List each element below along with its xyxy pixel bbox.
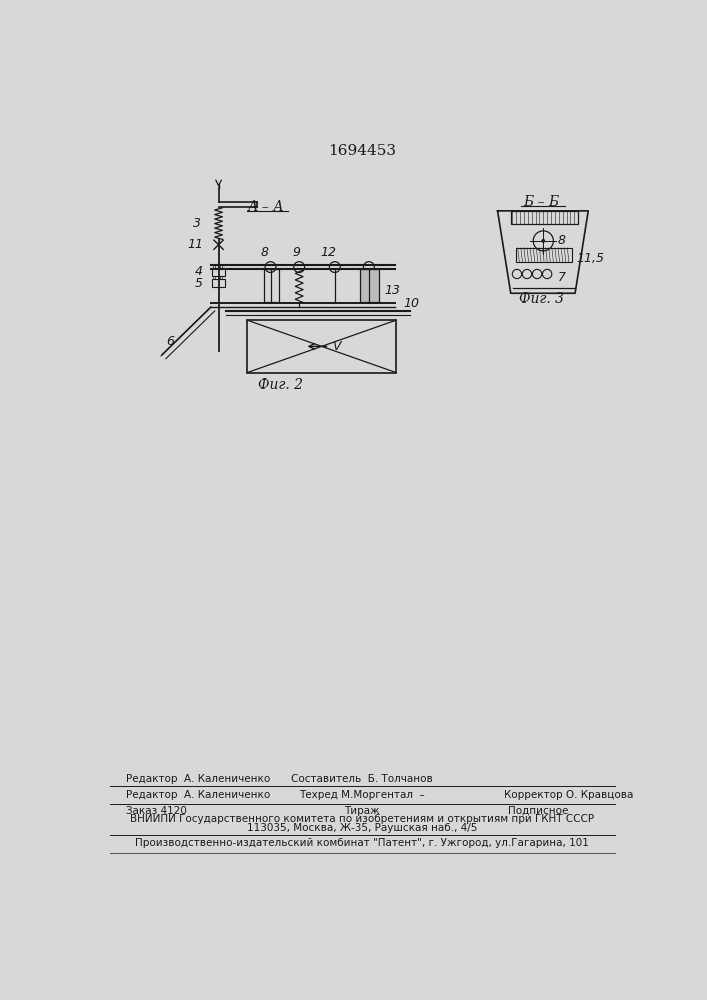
Bar — [247, 320, 396, 373]
Bar — [212, 268, 225, 276]
Text: Фиг. 3: Фиг. 3 — [519, 292, 564, 306]
Text: 8: 8 — [261, 246, 269, 259]
Text: V: V — [332, 340, 340, 353]
Text: 9: 9 — [292, 246, 300, 259]
Text: 3: 3 — [193, 217, 201, 230]
Text: 11: 11 — [187, 238, 204, 251]
Text: 12: 12 — [321, 246, 337, 259]
Text: 4: 4 — [195, 265, 203, 278]
Text: Производственно-издательский комбинат "Патент", г. Ужгород, ул.Гагарина, 101: Производственно-издательский комбинат "П… — [135, 838, 589, 848]
Circle shape — [542, 239, 545, 242]
Text: Техред М.Моргентал  –: Техред М.Моргентал – — [299, 790, 425, 800]
Text: Редактор  А. Калениченко: Редактор А. Калениченко — [126, 774, 270, 784]
Text: 6: 6 — [165, 335, 174, 348]
Text: 1694453: 1694453 — [328, 144, 396, 158]
Text: Б – Б: Б – Б — [524, 195, 560, 209]
Bar — [360, 269, 379, 302]
Bar — [264, 269, 279, 302]
Text: ВНИИПИ Государственного комитета по изобретениям и открытиям при ГКНТ СССР: ВНИИПИ Государственного комитета по изоб… — [130, 814, 594, 824]
Text: Составитель  Б. Толчанов: Составитель Б. Толчанов — [291, 774, 433, 784]
Text: Заказ 4120: Заказ 4120 — [126, 806, 187, 816]
Text: Тираж: Тираж — [344, 806, 380, 816]
Bar — [510, 211, 578, 224]
Text: Корректор О. Кравцова: Корректор О. Кравцова — [504, 790, 633, 800]
Bar — [516, 248, 572, 262]
Text: А – А: А – А — [248, 200, 285, 214]
Text: 5: 5 — [195, 277, 203, 290]
Text: 8: 8 — [558, 234, 566, 247]
Text: 13: 13 — [385, 284, 400, 297]
Text: Редактор  А. Калениченко: Редактор А. Калениченко — [126, 790, 270, 800]
Text: Фиг. 2: Фиг. 2 — [258, 378, 303, 392]
Text: 7: 7 — [558, 271, 566, 284]
Text: Подписное: Подписное — [508, 806, 568, 816]
Text: 11,5: 11,5 — [577, 252, 604, 265]
Text: 10: 10 — [403, 297, 419, 310]
Bar — [212, 279, 225, 287]
Text: 113035, Москва, Ж-35, Раушская наб., 4/5: 113035, Москва, Ж-35, Раушская наб., 4/5 — [247, 823, 477, 833]
